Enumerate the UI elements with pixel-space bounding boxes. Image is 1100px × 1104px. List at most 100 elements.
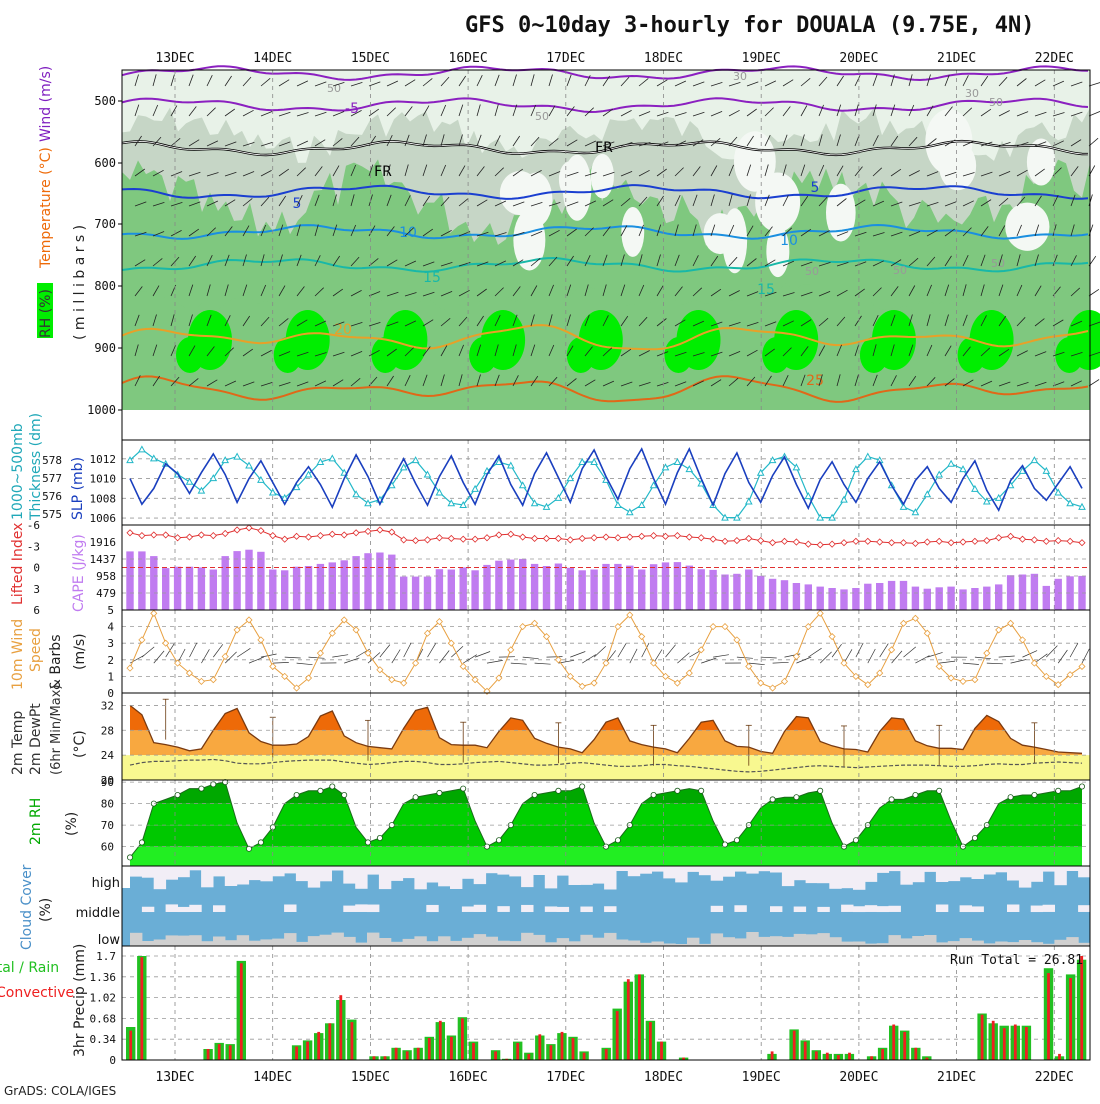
contour-label: 30: [733, 70, 747, 83]
li-point: [460, 536, 466, 542]
cloud-high-bar: [723, 866, 735, 877]
li-point: [627, 534, 633, 540]
li-point: [722, 538, 728, 544]
cloud-high-bar: [403, 866, 415, 878]
cloud-high-bar: [912, 866, 924, 882]
rh2m-point: [1008, 795, 1013, 800]
thickness-point: [805, 493, 811, 499]
rh-label: RH (%): [38, 289, 54, 338]
cloud-high-bar: [1043, 866, 1055, 872]
wind10-point: [889, 647, 895, 653]
precip-conv-bar: [1069, 978, 1072, 1060]
wind10-barb: [975, 657, 991, 659]
thickness-point: [924, 491, 930, 497]
wind10-barb: [904, 647, 916, 657]
cape-bar: [150, 556, 157, 610]
cloud-mid-bar: [284, 905, 296, 913]
cloud-high-bar: [960, 866, 972, 877]
rh-core: [469, 337, 497, 373]
cloud-high-bar: [711, 866, 723, 881]
precip-conv-bar: [627, 979, 630, 1060]
thickness-point: [841, 497, 847, 503]
cloud-low-bar: [758, 937, 770, 946]
cape-bar: [329, 562, 336, 610]
chart-title: GFS 0~10day 3-hourly for DOUALA (9.75E, …: [465, 13, 1035, 38]
rh2m-tick: 70: [101, 819, 114, 832]
cloud-high-bar: [426, 866, 438, 883]
cape-bar: [317, 564, 324, 610]
thickness-tick: 575: [42, 508, 62, 521]
li-point: [270, 533, 276, 539]
precip-conv-bar: [450, 1037, 453, 1060]
cape-bar: [126, 551, 133, 610]
pressure-tick: 500: [94, 94, 116, 108]
li-point: [1043, 538, 1049, 544]
li-point: [853, 538, 859, 544]
li-point: [936, 538, 942, 544]
cloud-mid-bar: [343, 906, 355, 912]
li-point: [579, 535, 585, 541]
cloud-mid-bar: [189, 905, 201, 912]
precip-conv-bar: [992, 1021, 995, 1060]
precip-conv-bar: [815, 1051, 818, 1060]
wind10-barb: [154, 651, 164, 663]
cloud-high-bar: [936, 866, 948, 882]
cape-bar: [448, 570, 455, 611]
rh-dry-patch: [734, 131, 776, 191]
cloud-mid-bar: [711, 906, 723, 912]
wind10-point: [198, 678, 204, 684]
rh2m-label: 2m RH: [28, 798, 44, 845]
cloud-high-bar: [687, 866, 699, 872]
rh2m-point: [1079, 784, 1084, 789]
cloud-high-bar: [545, 866, 557, 888]
cloud-low-bar: [332, 933, 344, 946]
li-tick: 0: [33, 562, 40, 575]
date-label-bottom: 15DEC: [351, 1070, 390, 1085]
cape-bar: [567, 568, 574, 610]
li-point: [389, 529, 395, 535]
cloud-high-bar: [853, 866, 865, 890]
wind10-barb: [404, 643, 411, 657]
precip-conv-bar: [494, 1051, 497, 1060]
precip-conv-bar: [328, 1023, 331, 1060]
precip-convective-label: Convective: [0, 985, 74, 1001]
cloud-high-bar: [142, 866, 154, 878]
precip-conv-bar: [848, 1053, 851, 1060]
cloud-mid-bar: [794, 907, 806, 913]
temp2m-tick: 24: [101, 749, 115, 762]
precip-panel: 1.71.361.020.680.340: [90, 946, 1091, 1067]
li-point: [948, 540, 954, 546]
contour-label: 50: [991, 257, 1005, 270]
li-point: [877, 539, 883, 545]
cloud-high-bar: [355, 866, 367, 889]
precip-conv-bar: [771, 1051, 774, 1060]
cloud-high-bar: [770, 866, 782, 873]
cloud-low-bar: [770, 936, 782, 946]
cape-bar: [233, 551, 240, 610]
cloud-mid-bar: [521, 905, 533, 912]
wind10-barb: [273, 662, 289, 663]
precip-tick: 1.7: [96, 950, 116, 963]
date-label-bottom: 20DEC: [839, 1070, 878, 1085]
cloud-low-bar: [734, 938, 746, 946]
slp-tick: 1006: [90, 512, 117, 525]
wind10-barb: [987, 663, 1003, 664]
rh2m-point: [972, 835, 977, 840]
wind10-barb: [309, 657, 325, 658]
cloud-level-label: middle: [76, 906, 120, 921]
precip-conv-bar: [295, 1047, 298, 1061]
temp-above28: [122, 693, 1090, 730]
wind10-barb: [439, 651, 449, 664]
slp-tick: 1008: [90, 492, 117, 505]
wind10-point: [163, 640, 169, 646]
cloud-mid-bar: [1078, 905, 1090, 912]
cape-bar: [364, 553, 371, 610]
li-point: [341, 532, 347, 538]
wind10-barb: [463, 655, 477, 663]
cloud-low-bar: [201, 941, 213, 946]
cloud-high-bar: [177, 866, 189, 877]
cloud-high-bar: [948, 866, 960, 881]
